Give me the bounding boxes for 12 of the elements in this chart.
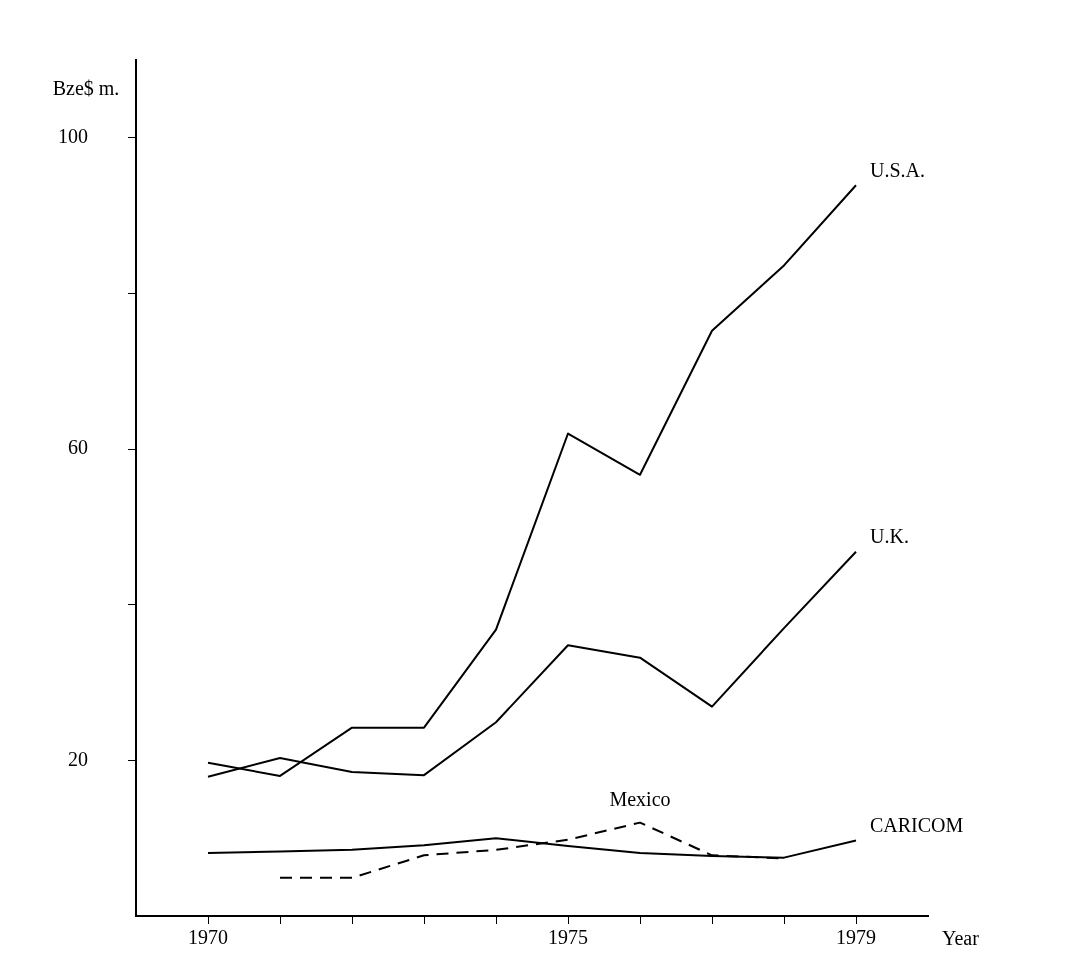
- y-tick-label: 100: [58, 125, 88, 148]
- series-label: U.S.A.: [870, 158, 926, 181]
- y-tick-label: 20: [68, 747, 88, 770]
- y-axis-title: Bze$ m.: [52, 77, 120, 100]
- x-axis-title: Year: [942, 927, 980, 950]
- x-tick-label: 1970: [188, 926, 228, 949]
- series-label: U.K.: [870, 525, 909, 548]
- x-tick-label: 1979: [836, 926, 876, 949]
- y-tick-label: 60: [68, 436, 88, 459]
- x-tick-label: 1975: [548, 926, 588, 949]
- series-label: CARICOM: [870, 813, 964, 836]
- series-label: Mexico: [609, 787, 671, 810]
